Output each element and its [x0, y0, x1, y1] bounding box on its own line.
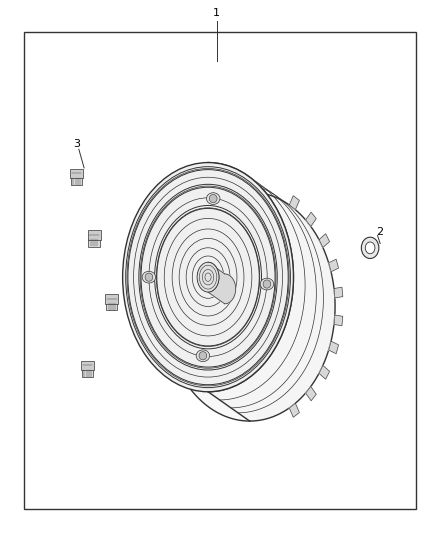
Polygon shape: [329, 259, 339, 272]
Ellipse shape: [145, 273, 153, 281]
Bar: [24, 32, 416, 509]
FancyBboxPatch shape: [106, 303, 117, 310]
Polygon shape: [290, 403, 299, 417]
Ellipse shape: [196, 350, 210, 361]
FancyBboxPatch shape: [81, 360, 94, 370]
Ellipse shape: [197, 262, 219, 292]
Polygon shape: [319, 234, 329, 247]
Polygon shape: [290, 196, 299, 209]
Text: 3: 3: [73, 139, 80, 149]
Ellipse shape: [263, 280, 271, 288]
Ellipse shape: [209, 195, 217, 203]
Ellipse shape: [142, 271, 155, 283]
Polygon shape: [334, 315, 343, 326]
FancyBboxPatch shape: [88, 238, 100, 246]
FancyBboxPatch shape: [88, 230, 101, 240]
Text: 1: 1: [213, 9, 220, 18]
Polygon shape: [306, 386, 316, 401]
Polygon shape: [319, 366, 329, 379]
FancyBboxPatch shape: [71, 177, 82, 185]
FancyBboxPatch shape: [70, 168, 83, 178]
FancyBboxPatch shape: [105, 294, 118, 304]
FancyBboxPatch shape: [82, 369, 93, 377]
Circle shape: [361, 237, 379, 259]
Ellipse shape: [123, 163, 293, 392]
Polygon shape: [329, 341, 339, 354]
Polygon shape: [306, 212, 316, 227]
Polygon shape: [208, 163, 335, 421]
Circle shape: [365, 242, 375, 254]
Polygon shape: [208, 262, 236, 304]
Polygon shape: [334, 287, 343, 298]
Text: 2: 2: [377, 227, 384, 237]
Ellipse shape: [164, 192, 335, 421]
Ellipse shape: [206, 193, 220, 205]
Ellipse shape: [199, 352, 207, 360]
Ellipse shape: [260, 278, 274, 290]
